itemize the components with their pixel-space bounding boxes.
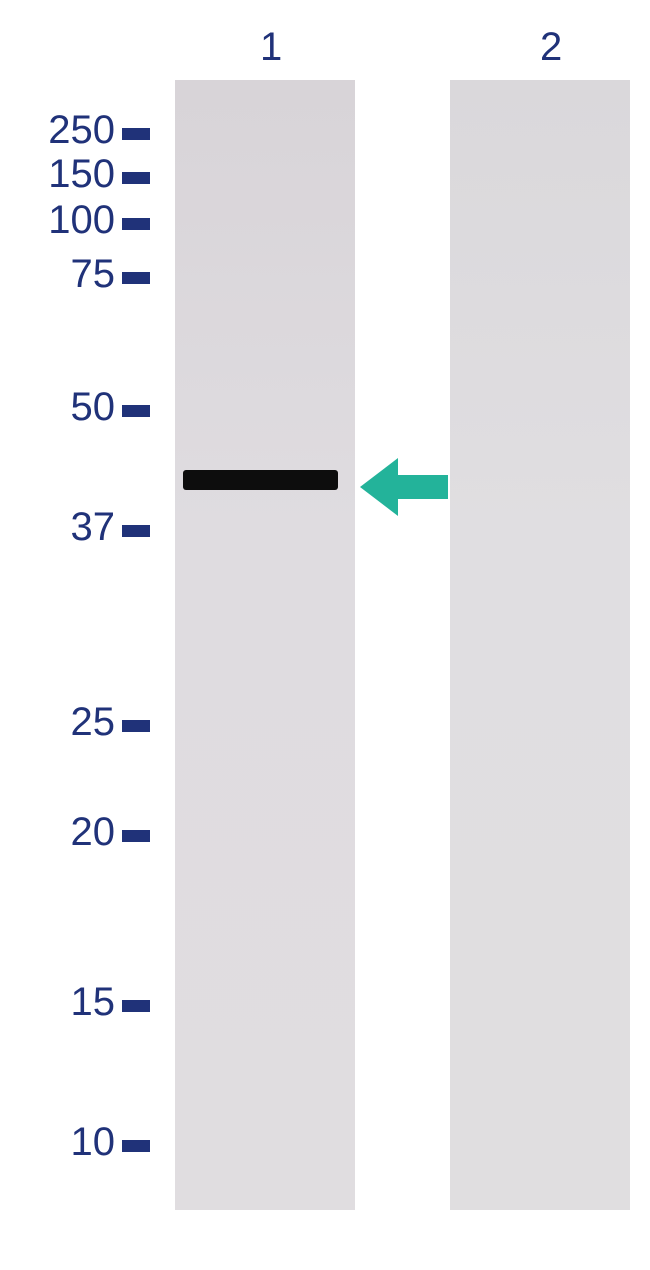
- lane-2: [450, 80, 630, 1210]
- ladder-label-37: 37: [71, 505, 116, 550]
- ladder-tick-10: [122, 1140, 150, 1152]
- ladder-label-100: 100: [48, 198, 115, 243]
- ladder-label-15: 15: [71, 980, 116, 1025]
- ladder-tick-20: [122, 830, 150, 842]
- ladder-tick-250: [122, 128, 150, 140]
- blot-container: 1 2 250 150 100 75 50 37 25 20 15 10: [0, 0, 650, 1270]
- ladder-label-250: 250: [48, 108, 115, 153]
- ladder-label-75: 75: [71, 252, 116, 297]
- lane-label-1-text: 1: [260, 25, 282, 69]
- ladder-tick-37: [122, 525, 150, 537]
- band-1: [183, 470, 338, 490]
- arrow-head-icon: [360, 458, 398, 516]
- lane-label-1: 1: [260, 25, 280, 70]
- lane-label-2: 2: [540, 25, 560, 70]
- ladder-tick-150: [122, 172, 150, 184]
- ladder-label-20: 20: [71, 810, 116, 855]
- ladder-tick-50: [122, 405, 150, 417]
- lane-1: [175, 80, 355, 1210]
- ladder-tick-25: [122, 720, 150, 732]
- arrow-shaft: [398, 475, 448, 499]
- ladder-tick-15: [122, 1000, 150, 1012]
- ladder-tick-100: [122, 218, 150, 230]
- ladder-label-25: 25: [71, 700, 116, 745]
- lane-label-2-text: 2: [540, 25, 562, 69]
- ladder-label-50: 50: [71, 385, 116, 430]
- ladder-label-150: 150: [48, 152, 115, 197]
- ladder-label-10: 10: [71, 1120, 116, 1165]
- ladder-tick-75: [122, 272, 150, 284]
